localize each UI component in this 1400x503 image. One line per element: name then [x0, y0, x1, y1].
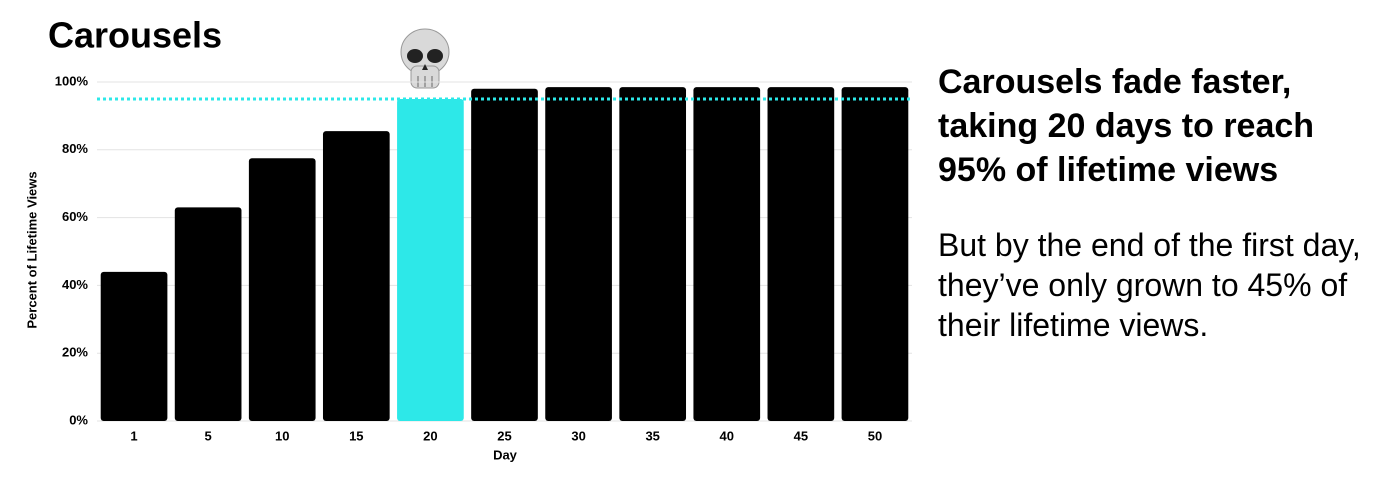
- x-axis-label: Day: [493, 447, 518, 462]
- x-tick-label: 45: [794, 428, 808, 443]
- y-axis-label: Percent of Lifetime Views: [24, 171, 39, 328]
- bar: [693, 87, 761, 422]
- bar: [471, 88, 538, 421]
- x-tick-label: 20: [423, 428, 437, 443]
- y-tick-label: 20%: [62, 345, 88, 360]
- x-tick-label: 35: [645, 428, 659, 443]
- bar: [767, 87, 835, 422]
- bar: [100, 271, 168, 421]
- x-tick-label: 40: [720, 428, 734, 443]
- y-tick-label: 0%: [69, 412, 88, 427]
- y-tick-label: 80%: [62, 141, 88, 156]
- x-tick-label: 25: [497, 428, 511, 443]
- x-tick-label: 15: [349, 428, 363, 443]
- bar: [545, 87, 612, 422]
- x-tick-label: 5: [205, 428, 212, 443]
- y-tick-label: 60%: [62, 209, 88, 224]
- x-tick-label: 30: [571, 428, 585, 443]
- aside-body: But by the end of the first day, they’ve…: [938, 227, 1361, 343]
- y-tick-label: 100%: [55, 73, 89, 88]
- bar: [248, 158, 316, 421]
- chart-title: Carousels: [48, 15, 222, 56]
- aside-heading: Carousels fade faster, taking 20 days to…: [938, 63, 1315, 189]
- bar: [619, 87, 687, 422]
- chart: Carousels Percent of Lifetime Views Day …: [24, 15, 912, 462]
- y-tick-label: 40%: [62, 277, 88, 292]
- skull-icon: [400, 28, 450, 89]
- x-tick-label: 1: [130, 428, 137, 443]
- x-tick-label: 50: [868, 428, 882, 443]
- bar: [322, 131, 390, 421]
- bar: [174, 207, 242, 421]
- x-tick-label: 10: [275, 428, 289, 443]
- bar: [397, 98, 464, 421]
- bar: [841, 87, 909, 422]
